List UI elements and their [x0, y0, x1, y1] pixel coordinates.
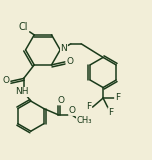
Text: CH₃: CH₃ — [77, 116, 92, 125]
Text: O: O — [66, 57, 73, 66]
Text: NH: NH — [15, 88, 29, 96]
Text: Cl: Cl — [19, 22, 28, 32]
Text: F: F — [86, 102, 91, 111]
Text: O: O — [3, 76, 10, 85]
Text: O: O — [69, 106, 76, 115]
Text: F: F — [108, 108, 113, 117]
Text: O: O — [57, 96, 64, 105]
Text: F: F — [115, 93, 120, 102]
Text: N: N — [61, 44, 67, 53]
